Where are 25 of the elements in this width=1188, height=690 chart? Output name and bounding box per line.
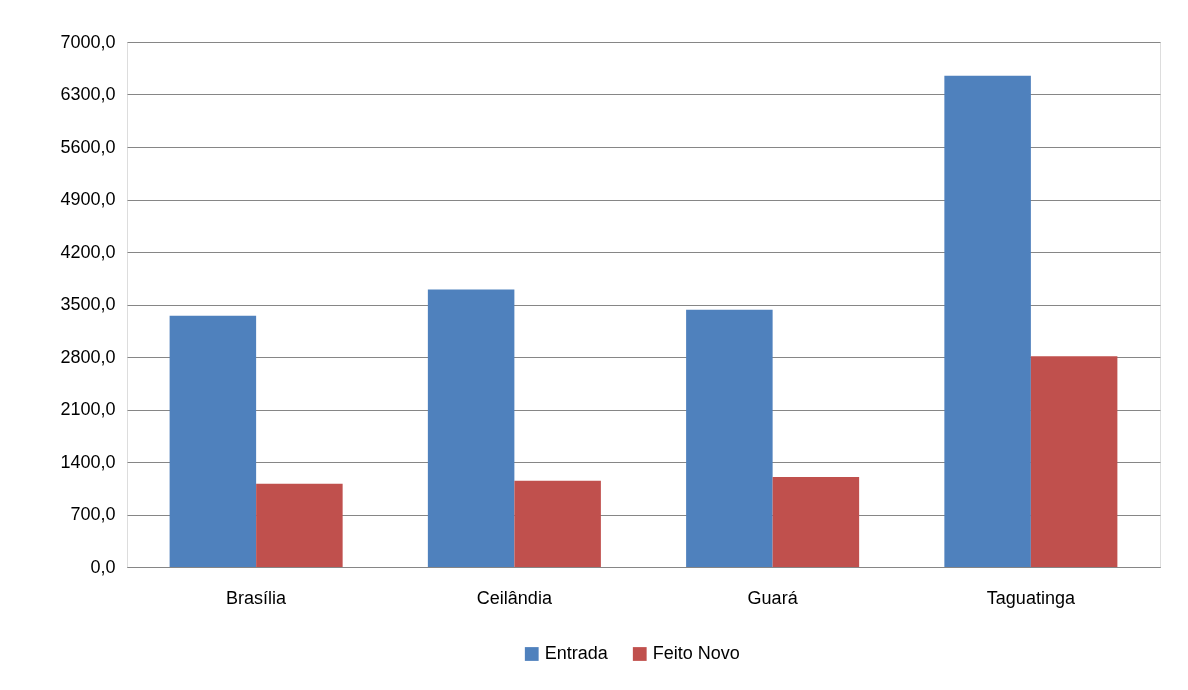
x-tick-label: Ceilândia bbox=[476, 587, 553, 608]
y-tick-label: 3500,0 bbox=[60, 294, 116, 314]
y-tick-label: 2800,0 bbox=[60, 346, 116, 367]
y-tick-label: 1400,0 bbox=[60, 451, 116, 472]
y-tick-label: 6300,0 bbox=[60, 84, 116, 104]
bar bbox=[944, 75, 1031, 567]
bar bbox=[686, 309, 773, 567]
y-tick-label: 5600,0 bbox=[60, 136, 116, 157]
x-tick-label: Guará bbox=[747, 587, 799, 608]
bar bbox=[772, 477, 860, 567]
legend-label: Feito Novo bbox=[652, 643, 740, 663]
y-tick-label: 7000,0 bbox=[60, 31, 116, 52]
x-tick-label: Brasília bbox=[226, 587, 288, 608]
x-tick-label: Taguatinga bbox=[986, 587, 1076, 608]
legend-label: Entrada bbox=[544, 643, 609, 663]
bar bbox=[1030, 356, 1118, 567]
bar bbox=[514, 480, 601, 567]
bar bbox=[256, 483, 343, 567]
y-tick-label: 0,0 bbox=[90, 556, 116, 577]
y-tick-label: 2100,0 bbox=[60, 399, 116, 419]
bar bbox=[427, 289, 515, 567]
y-tick-label: 4200,0 bbox=[60, 241, 116, 262]
y-tick-label: 4900,0 bbox=[60, 189, 116, 209]
bar bbox=[169, 315, 257, 567]
y-tick-label: 700,0 bbox=[70, 504, 116, 524]
